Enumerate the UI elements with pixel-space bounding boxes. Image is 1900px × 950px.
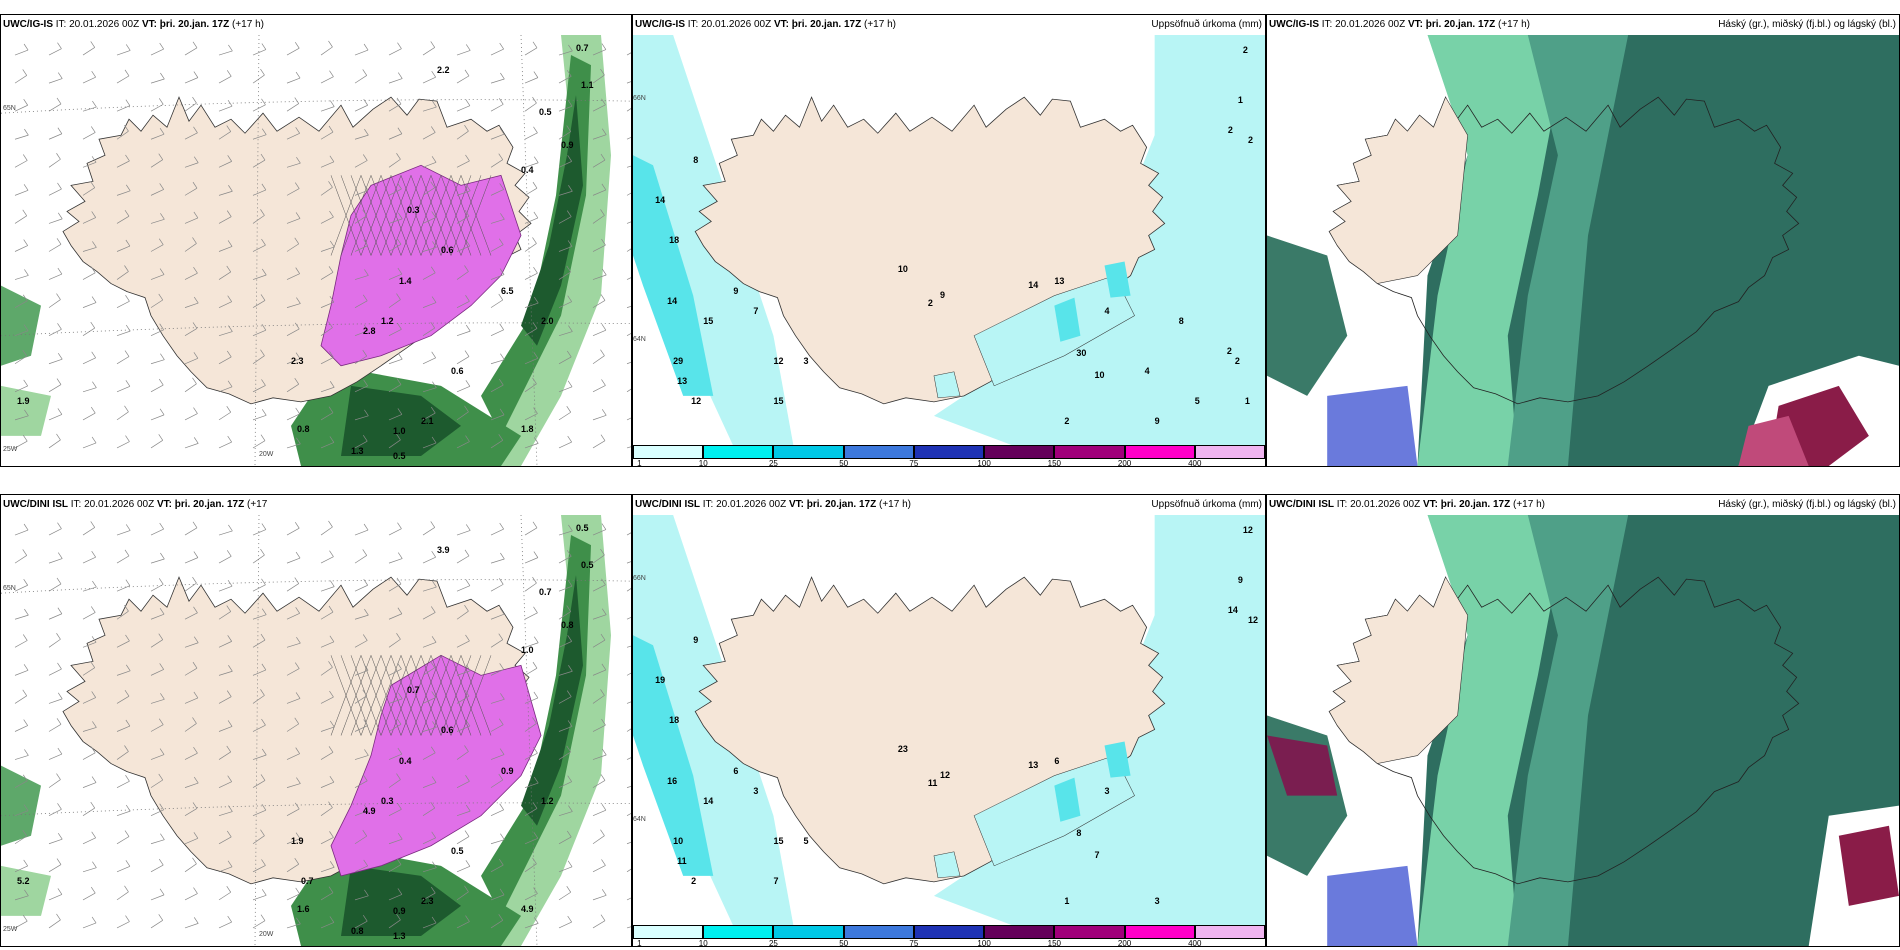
colorbar-swatch [843,925,914,939]
colorbar-label: 100 [977,939,991,947]
map-area: 0.7 1.1 0.5 0.9 0.4 0.3 0.6 1.4 1.2 2.0 2.3 0.8 0.5 1… [1,35,631,466]
colorbar-label: 400 [1188,459,1202,467]
colorbar-swatch [984,445,1055,459]
map-area [1267,35,1899,466]
valid-time: VT: þri. 20.jan. 17Z [773,19,862,30]
colorbar-label: 400 [1188,939,1202,947]
colorbar: 1 10 25 50 75 100 150 200 400 [633,925,1265,947]
panel-cloud-dini: UWC/DINI ISL IT: 20.01.2026 00Z VT: þri.… [1266,494,1900,947]
colorbar-label: 1 [637,459,642,467]
lead-time: (+17 h) [1498,19,1530,30]
lead-time: (+17 [247,499,268,510]
colorbar-label: 25 [768,939,778,947]
model-name: UWC/DINI ISL [635,499,700,510]
valid-time: VT: þri. 20.jan. 17Z [156,499,245,510]
colorbar-swatch [1054,925,1125,939]
lead-time: (+17 h) [864,19,896,30]
panel-precip-dini: UWC/DINI ISL IT: 20.01.2026 00Z VT: þri.… [632,494,1266,947]
lead-time: (+17 h) [232,19,264,30]
map-area [1267,515,1899,946]
colorbar-swatch [1124,445,1195,459]
colorbar-swatch [633,925,704,939]
snow-area [320,164,522,367]
map-area: 2 1 2 2 8 14 18 14 15 29 13 12 9 7 15 12 3 10 9 2 14 13 30 4 10 2… [633,35,1265,466]
colorbar-swatch [984,925,1055,939]
colorbar-swatch [913,445,985,459]
colorbar-label: 10 [698,939,708,947]
panel-title: UWC/IG-IS IT: 20.01.2026 00Z VT: þri. 20… [1,15,631,35]
panel-precip-igis: UWC/IG-IS IT: 20.01.2026 00Z VT: þri. 20… [632,14,1266,467]
wind-barbs [14,40,631,449]
snow-area [330,654,542,877]
valid-time: VT: þri. 20.jan. 17Z [1407,19,1496,30]
panel-title: UWC/DINI ISL IT: 20.01.2026 00Z VT: þri.… [1267,495,1899,515]
lead-time: (+17 h) [879,499,911,510]
colorbar-label: 200 [1117,939,1132,947]
model-name: UWC/DINI ISL [1269,499,1334,510]
map-svg [1267,35,1899,466]
field-name: Uppsöfnuð úrkoma (mm) [1151,19,1262,30]
panel-cloud-igis: UWC/IG-IS IT: 20.01.2026 00Z VT: þri. 20… [1266,14,1900,467]
field-name: Háský (gr.), miðský (fj.bl.) og lágský (… [1718,499,1896,510]
init-time: IT: 20.01.2026 00Z [1336,499,1421,510]
colorbar-swatch [703,445,774,459]
field-name: Uppsöfnuð úrkoma (mm) [1151,499,1262,510]
model-name: UWC/IG-IS [3,19,53,30]
valid-time: VT: þri. 20.jan. 17Z [788,499,877,510]
panel-wind-dini: UWC/DINI ISL IT: 20.01.2026 00Z VT: þri.… [0,494,632,947]
colorbar-label: 200 [1117,459,1132,467]
model-name: UWC/IG-IS [1269,19,1319,30]
colorbar-swatch [843,445,914,459]
map-svg [633,515,1265,946]
colorbar-swatch [913,925,985,939]
init-time: IT: 20.01.2026 00Z [687,19,772,30]
colorbar-label: 150 [1047,939,1062,947]
field-name: Háský (gr.), miðský (fj.bl.) og lágský (… [1718,19,1896,30]
panel-title: UWC/IG-IS IT: 20.01.2026 00Z VT: þri. 20… [1267,15,1899,35]
colorbar-swatch [1054,445,1125,459]
colorbar-swatch [633,445,704,459]
colorbar-label: 100 [977,459,991,467]
map-svg [633,35,1265,466]
colorbar-label: 150 [1047,459,1062,467]
lead-time: (+17 h) [1513,499,1545,510]
model-name: UWC/IG-IS [635,19,685,30]
colorbar-label: 75 [909,459,919,467]
map-svg [1,35,631,466]
init-time: IT: 20.01.2026 00Z [55,19,140,30]
colorbar-swatch [703,925,774,939]
panel-wind-igis: UWC/IG-IS IT: 20.01.2026 00Z VT: þri. 20… [0,14,632,467]
colorbar-label: 50 [839,939,849,947]
colorbar: 1 10 25 50 75 100 150 200 400 [633,445,1265,467]
init-time: IT: 20.01.2026 00Z [1321,19,1406,30]
colorbar-label: 1 [637,939,642,947]
hatch [330,655,492,736]
init-time: IT: 20.01.2026 00Z [702,499,787,510]
colorbar-swatch [773,925,844,939]
colorbar-swatch [1124,925,1195,939]
wind-shading [1,35,611,466]
map-svg [1267,515,1899,946]
map-area: 12 9 14 12 9 19 18 16 14 10 11 2 6 3 7 15 5 23 12 11 13 6 8 3 7 1… [633,515,1265,946]
wind-barbs [14,520,631,929]
panel-title: UWC/IG-IS IT: 20.01.2026 00Z VT: þri. 20… [633,15,1265,35]
panel-title: UWC/DINI ISL IT: 20.01.2026 00Z VT: þri.… [633,495,1265,515]
map-area: 0.5 0.5 0.7 0.8 1.0 0.7 0.6 0.4 0.3 1.2 1.9 1.6 1.3 0… [1,515,631,946]
panel-title: UWC/DINI ISL IT: 20.01.2026 00Z VT: þri.… [1,495,631,515]
map-svg [1,515,631,946]
hatch [330,175,492,256]
colorbar-swatch [773,445,844,459]
colorbar-label: 10 [698,459,708,467]
init-time: IT: 20.01.2026 00Z [70,499,155,510]
colorbar-swatch [1194,445,1265,459]
model-name: UWC/DINI ISL [3,499,68,510]
colorbar-label: 75 [909,939,919,947]
valid-time: VT: þri. 20.jan. 17Z [141,19,230,30]
colorbar-swatch [1194,925,1265,939]
colorbar-label: 25 [768,459,778,467]
colorbar-label: 50 [839,459,849,467]
valid-time: VT: þri. 20.jan. 17Z [1422,499,1511,510]
